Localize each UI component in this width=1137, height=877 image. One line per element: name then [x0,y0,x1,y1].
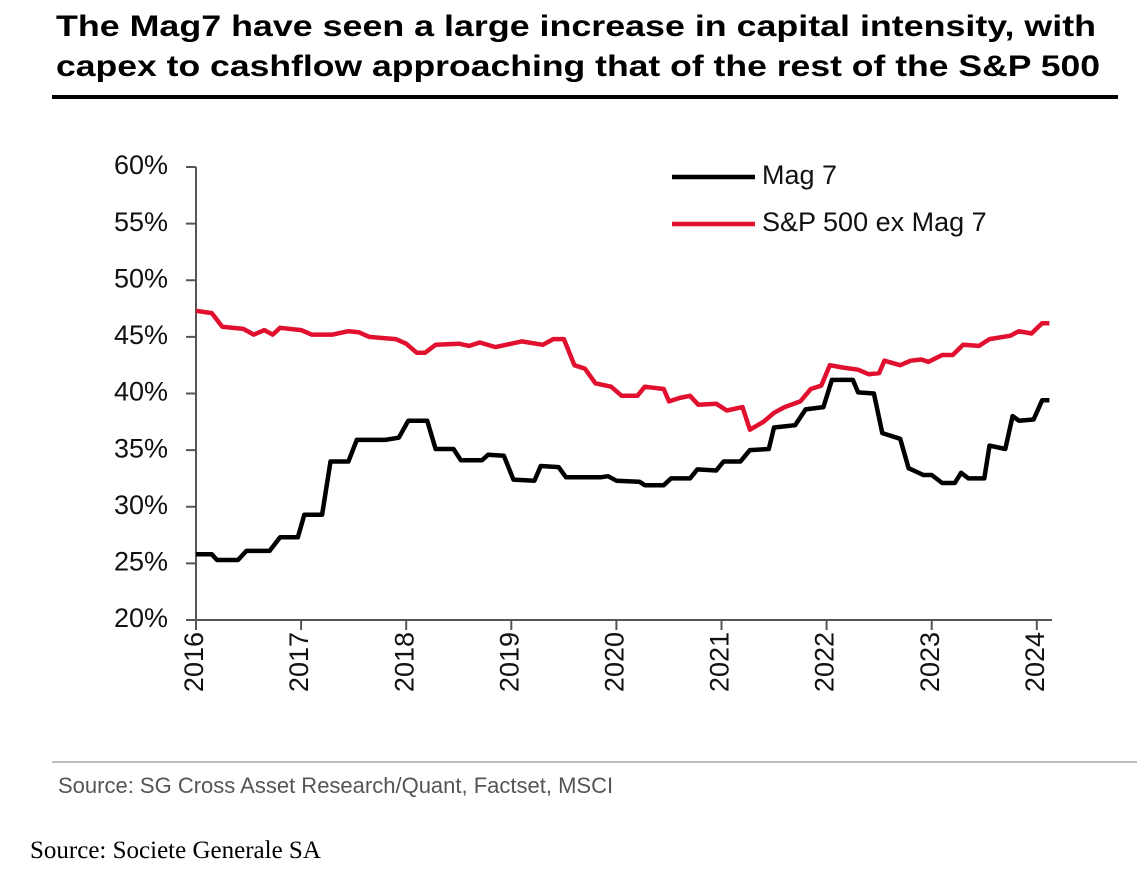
y-tick-label: 45% [114,320,168,350]
source-note: Source: SG Cross Asset Research/Quant, F… [58,773,613,798]
y-tick-label: 30% [114,490,168,520]
x-tick-label: 2021 [705,632,735,692]
x-tick-label: 2017 [284,632,314,692]
caption: Source: Societe Generale SA [30,837,321,864]
y-tick-label: 25% [114,547,168,577]
y-tick-label: 40% [114,377,168,407]
y-tick-label: 35% [114,433,168,463]
y-tick-label: 60% [114,150,168,180]
x-tick-label: 2018 [389,632,419,692]
legend-label: Mag 7 [762,160,837,190]
legend-label: S&P 500 ex Mag 7 [762,207,987,237]
x-tick-label: 2019 [494,632,524,692]
x-tick-label: 2022 [810,632,840,692]
chart-title: capex to cashflow approaching that of th… [56,50,1100,83]
x-tick-label: 2024 [1020,632,1050,692]
y-tick-label: 20% [114,603,168,633]
series-line [195,308,1050,432]
y-tick-label: 50% [114,263,168,293]
series-line [196,377,1050,563]
x-tick-label: 2020 [600,632,630,692]
x-tick-label: 2016 [179,632,209,692]
y-tick-label: 55% [114,207,168,237]
x-tick-label: 2023 [915,632,945,692]
chart-title: The Mag7 have seen a large increase in c… [56,10,1096,43]
